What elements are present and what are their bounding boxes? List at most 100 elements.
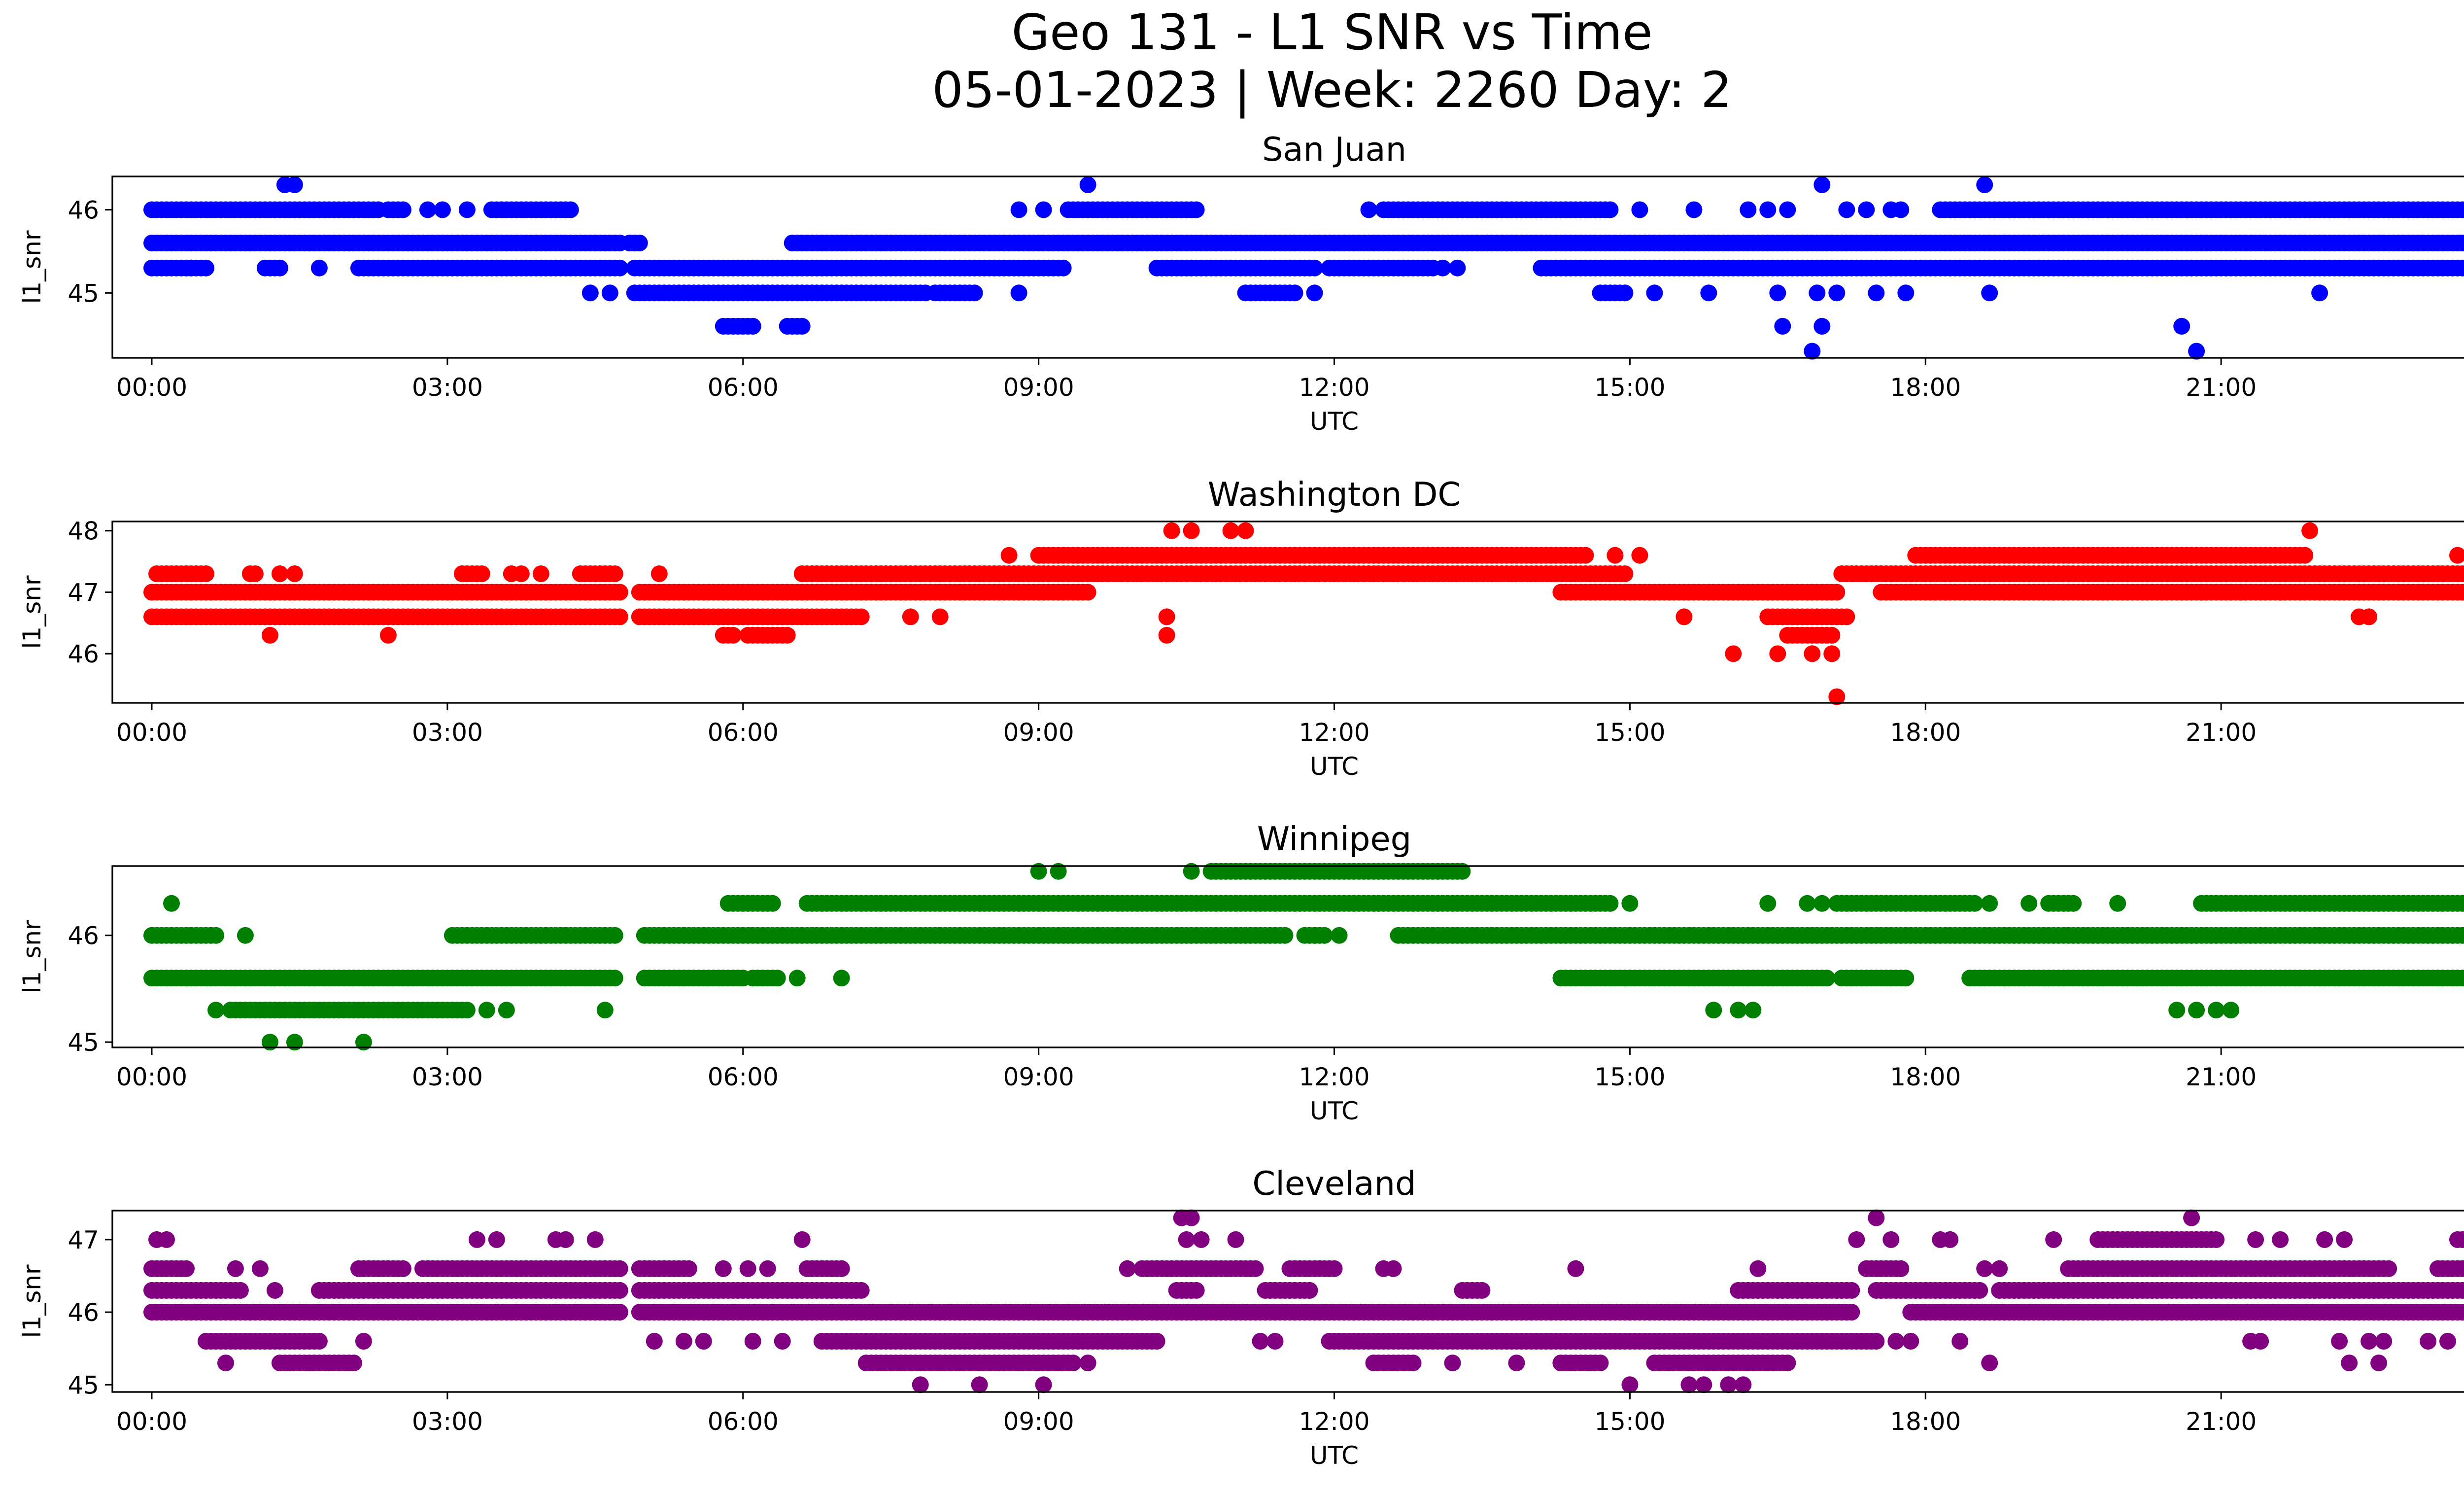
x-tick-label: 18:00 bbox=[1890, 1407, 1961, 1436]
data-point bbox=[246, 565, 264, 582]
data-point bbox=[227, 1260, 244, 1277]
data-point bbox=[1937, 584, 1954, 601]
data-point bbox=[1823, 626, 1841, 644]
data-point bbox=[1188, 201, 1205, 218]
data-point bbox=[675, 1333, 692, 1350]
data-point bbox=[2375, 1333, 2393, 1350]
data-point bbox=[1508, 1355, 1525, 1372]
data-point bbox=[596, 1002, 614, 1019]
data-point bbox=[1779, 1355, 1796, 1372]
data-point bbox=[1828, 584, 1846, 601]
data-point bbox=[513, 565, 530, 582]
data-point bbox=[1631, 201, 1648, 218]
x-tick-label: 09:00 bbox=[1003, 1407, 1074, 1436]
data-point bbox=[1730, 1002, 1747, 1019]
data-point bbox=[1774, 317, 1791, 335]
data-point bbox=[650, 565, 668, 582]
x-tick-label: 06:00 bbox=[708, 1063, 779, 1091]
y-tick-label: 48 bbox=[68, 517, 99, 546]
data-point bbox=[1646, 284, 1663, 302]
data-point bbox=[1000, 547, 1018, 564]
data-point bbox=[1966, 895, 1984, 912]
data-point bbox=[966, 284, 983, 302]
data-point bbox=[1055, 259, 1072, 277]
data-point bbox=[1892, 201, 1910, 218]
data-point bbox=[198, 259, 214, 277]
data-point bbox=[759, 1260, 776, 1277]
data-point bbox=[606, 927, 623, 944]
data-point bbox=[1266, 1333, 1284, 1350]
y-axis-label: l1_snr bbox=[18, 920, 46, 993]
data-point bbox=[2020, 895, 2038, 912]
data-point bbox=[394, 1260, 411, 1277]
data-point bbox=[394, 201, 411, 218]
data-point bbox=[1404, 1355, 1422, 1372]
x-tick-label: 00:00 bbox=[116, 718, 187, 747]
x-tick-label: 21:00 bbox=[2186, 718, 2257, 747]
data-points bbox=[143, 176, 2464, 360]
data-point bbox=[266, 1282, 283, 1299]
data-point bbox=[1740, 201, 1757, 218]
data-point bbox=[1759, 201, 1777, 218]
data-point bbox=[611, 608, 628, 626]
data-point bbox=[853, 608, 870, 626]
data-point bbox=[2193, 584, 2210, 601]
data-point bbox=[2430, 565, 2446, 582]
data-point bbox=[1326, 1260, 1343, 1277]
data-point bbox=[2173, 317, 2190, 335]
data-point bbox=[1286, 284, 1303, 302]
data-point bbox=[2301, 522, 2319, 539]
data-point bbox=[2361, 608, 2378, 626]
data-point bbox=[1759, 895, 1777, 912]
data-point bbox=[1237, 522, 1254, 539]
data-point bbox=[478, 1002, 495, 1019]
data-point bbox=[1064, 1355, 1082, 1372]
x-tick-label: 18:00 bbox=[1890, 1063, 1961, 1091]
data-point bbox=[1843, 1282, 1860, 1299]
data-point bbox=[468, 1231, 485, 1248]
x-tick-label: 09:00 bbox=[1003, 1063, 1074, 1091]
data-point bbox=[1567, 1260, 1584, 1277]
x-tick-label: 12:00 bbox=[1299, 1407, 1369, 1436]
data-point bbox=[2247, 1231, 2264, 1248]
data-point bbox=[1745, 1002, 1762, 1019]
data-point bbox=[198, 565, 214, 582]
data-point bbox=[631, 235, 648, 251]
data-point bbox=[286, 176, 303, 193]
data-point bbox=[1868, 1333, 1885, 1350]
data-point bbox=[1222, 522, 1239, 539]
subplot-title: San Juan bbox=[1262, 130, 1406, 169]
data-point bbox=[237, 927, 254, 944]
data-point bbox=[1449, 259, 1466, 277]
data-point bbox=[912, 1376, 929, 1393]
data-point bbox=[1119, 1260, 1136, 1277]
data-point bbox=[2045, 1231, 2062, 1248]
data-point bbox=[286, 565, 303, 582]
figure-title-line2: 05-01-2023 | Week: 2260 Day: 2 bbox=[932, 61, 1732, 119]
x-axis-label: UTC bbox=[1310, 1097, 1359, 1125]
x-tick-label: 15:00 bbox=[1594, 373, 1665, 402]
figure-title-line1: Geo 131 - L1 SNR vs Time bbox=[1012, 3, 1653, 61]
data-point bbox=[488, 1231, 505, 1248]
data-point bbox=[217, 1355, 234, 1372]
data-point bbox=[1705, 1002, 1722, 1019]
x-tick-label: 06:00 bbox=[708, 718, 779, 747]
data-point bbox=[1434, 259, 1451, 277]
data-point bbox=[345, 1355, 362, 1372]
x-tick-label: 06:00 bbox=[708, 1407, 779, 1436]
data-point bbox=[2361, 1333, 2378, 1350]
y-tick-label: 45 bbox=[68, 1371, 99, 1399]
data-point bbox=[379, 626, 397, 644]
data-point bbox=[1188, 1282, 1205, 1299]
data-point bbox=[1902, 1333, 1919, 1350]
data-point bbox=[207, 927, 224, 944]
data-point bbox=[2252, 1333, 2269, 1350]
data-point bbox=[611, 1260, 628, 1277]
data-point bbox=[744, 1333, 761, 1350]
data-point bbox=[1079, 584, 1096, 601]
x-tick-label: 15:00 bbox=[1594, 1407, 1665, 1436]
data-point bbox=[1838, 608, 1855, 626]
data-point bbox=[769, 970, 786, 987]
data-point bbox=[2109, 895, 2126, 912]
